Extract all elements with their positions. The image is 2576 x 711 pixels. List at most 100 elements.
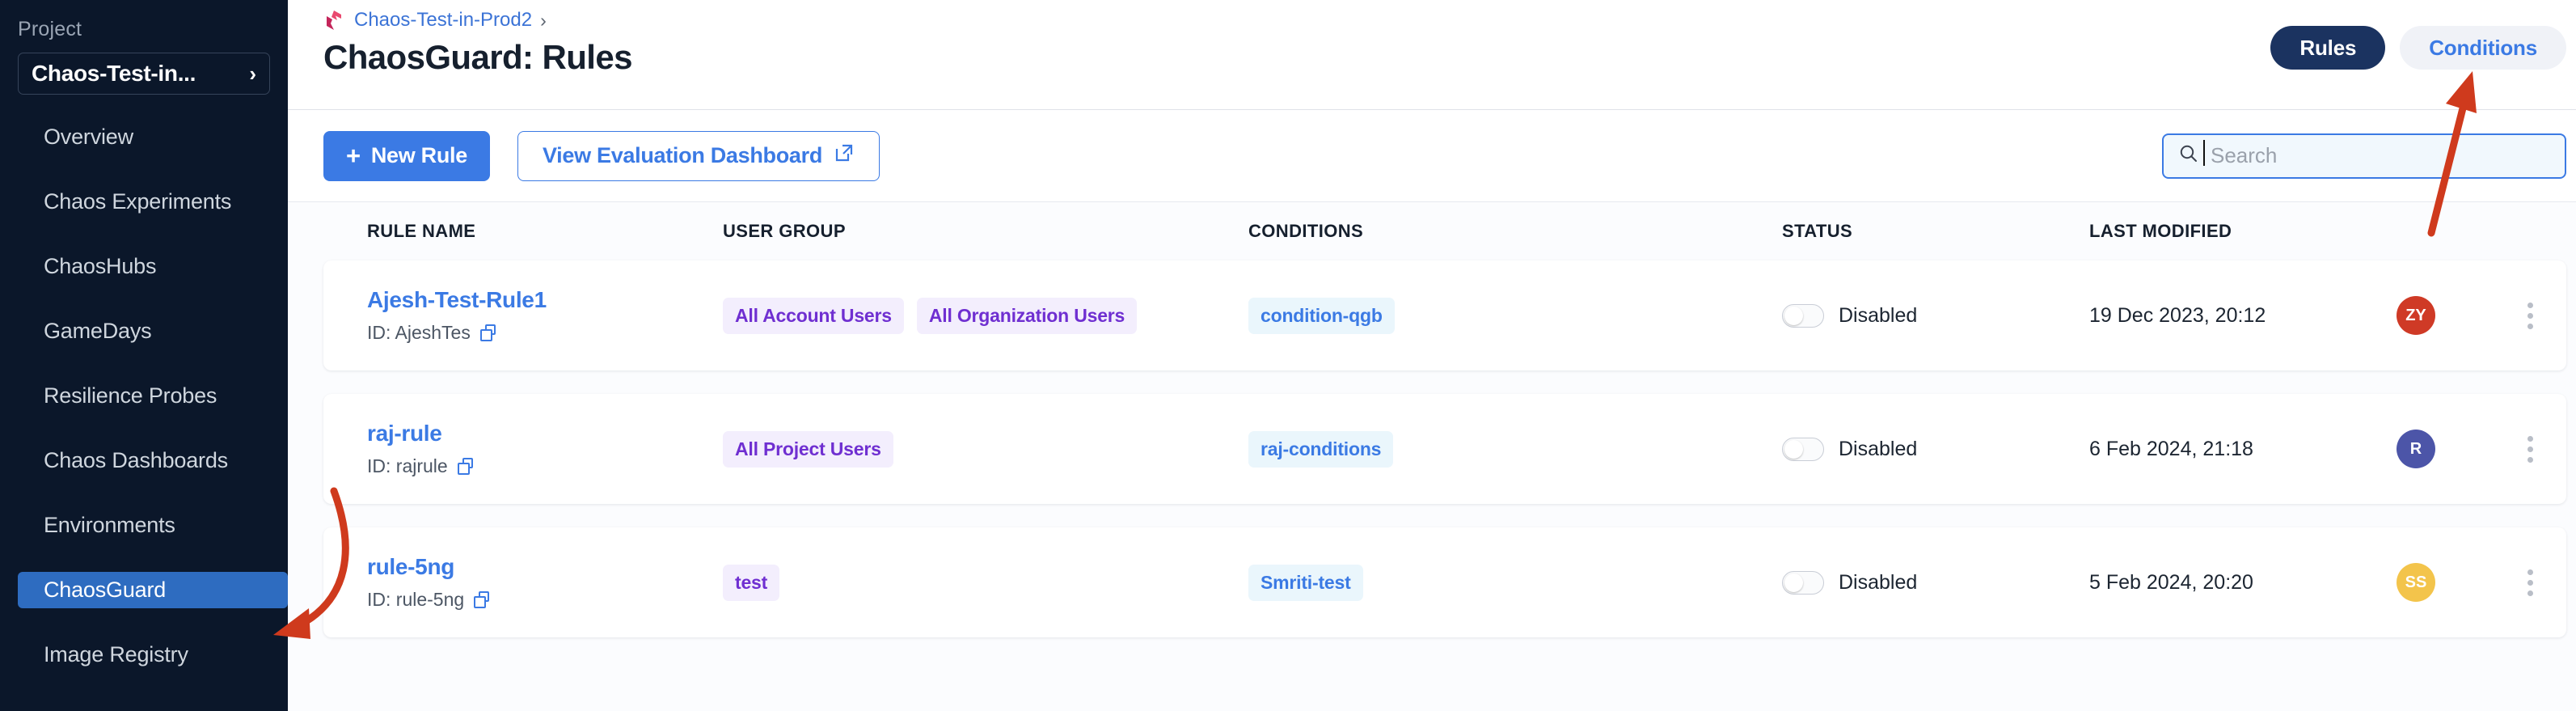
- cell-conditions: condition-qgb: [1248, 297, 1782, 334]
- user-group-tag[interactable]: All Account Users: [723, 297, 904, 334]
- column-header-status: STATUS: [1782, 221, 1853, 241]
- avatar[interactable]: R: [2397, 430, 2435, 468]
- search-input[interactable]: Search: [2162, 133, 2566, 179]
- user-group-tags: test: [723, 564, 1248, 601]
- sidebar-item-label: ChaosHubs: [44, 254, 157, 278]
- rule-id: ID: AjeshTes: [367, 322, 471, 343]
- new-rule-label: New Rule: [370, 143, 467, 167]
- breadcrumb-separator-icon: ›: [540, 9, 547, 31]
- status-toggle[interactable]: [1782, 437, 1824, 461]
- rule-id-line: ID: AjeshTes: [367, 322, 723, 344]
- sidebar-item-overview[interactable]: Overview: [0, 119, 288, 155]
- table-header-row: RULE NAME USER GROUP CONDITIONS STATUS L…: [323, 202, 2566, 260]
- cell-conditions: Smriti-test: [1248, 564, 1782, 601]
- sidebar-item-chaos-experiments[interactable]: Chaos Experiments: [0, 184, 288, 220]
- sidebar-nav: Overview Chaos Experiments ChaosHubs Gam…: [0, 119, 288, 673]
- table-row[interactable]: Ajesh-Test-Rule1 ID: AjeshTes All Accoun…: [323, 260, 2566, 370]
- kebab-menu-icon: [2494, 569, 2566, 596]
- search-placeholder: Search: [2202, 140, 2278, 167]
- rule-name-link[interactable]: rule-5ng: [367, 554, 455, 579]
- rule-name-link[interactable]: Ajesh-Test-Rule1: [367, 287, 547, 312]
- condition-tags: condition-qgb: [1248, 297, 1782, 334]
- cell-avatar: ZY: [2397, 296, 2494, 335]
- breadcrumb-link[interactable]: Chaos-Test-in-Prod2: [354, 9, 533, 31]
- external-link-icon: [834, 142, 855, 169]
- cell-rule-name: rule-5ng ID: rule-5ng: [367, 554, 723, 611]
- avatar[interactable]: ZY: [2397, 296, 2435, 335]
- column-header-conditions: CONDITIONS: [1248, 221, 1364, 241]
- user-group-tag[interactable]: All Project Users: [723, 430, 893, 468]
- status-label: Disabled: [1839, 437, 1918, 460]
- condition-tag[interactable]: condition-qgb: [1248, 297, 1395, 334]
- rule-id: ID: rule-5ng: [367, 589, 465, 610]
- search-icon: [2178, 143, 2199, 168]
- column-header-user-group: USER GROUP: [723, 221, 846, 241]
- sidebar-item-resilience-probes[interactable]: Resilience Probes: [0, 378, 288, 414]
- rule-id-line: ID: rule-5ng: [367, 589, 723, 611]
- cell-user-group: All Project Users: [723, 430, 1248, 468]
- row-menu-button[interactable]: [2494, 569, 2566, 596]
- status-toggle[interactable]: [1782, 303, 1824, 328]
- tab-rules[interactable]: Rules: [2270, 26, 2386, 70]
- sidebar-item-gamedays[interactable]: GameDays: [0, 313, 288, 349]
- sidebar-item-label: Overview: [44, 125, 133, 149]
- toolbar: + New Rule View Evaluation Dashboard: [288, 110, 2576, 202]
- status-label: Disabled: [1839, 303, 1918, 327]
- tab-conditions[interactable]: Conditions: [2400, 26, 2566, 70]
- cell-last-modified: 6 Feb 2024, 21:18: [2089, 438, 2397, 461]
- user-group-tags: All Project Users: [723, 430, 1248, 468]
- status-label: Disabled: [1839, 570, 1918, 594]
- rules-table: RULE NAME USER GROUP CONDITIONS STATUS L…: [288, 202, 2576, 637]
- row-menu-button[interactable]: [2494, 302, 2566, 329]
- row-menu-button[interactable]: [2494, 435, 2566, 463]
- cell-last-modified: 5 Feb 2024, 20:20: [2089, 571, 2397, 595]
- condition-tag[interactable]: Smriti-test: [1248, 564, 1363, 601]
- sidebar-item-label: Chaos Experiments: [44, 189, 232, 214]
- user-group-tag[interactable]: test: [723, 564, 780, 601]
- condition-tags: raj-conditions: [1248, 430, 1782, 468]
- sidebar-item-label: GameDays: [44, 319, 152, 343]
- harness-logo-icon: [323, 10, 344, 31]
- column-header-last-modified: LAST MODIFIED: [2089, 221, 2232, 241]
- sidebar: Project Chaos-Test-in... › Overview Chao…: [0, 0, 288, 711]
- cell-avatar: R: [2397, 430, 2494, 468]
- plus-icon: +: [346, 142, 361, 170]
- page-header: Chaos-Test-in-Prod2 › ChaosGuard: Rules …: [288, 0, 2576, 110]
- project-label: Project: [18, 18, 82, 40]
- toggle-knob: [1784, 306, 1803, 325]
- cell-rule-name: raj-rule ID: rajrule: [367, 421, 723, 477]
- view-evaluation-dashboard-button[interactable]: View Evaluation Dashboard: [517, 130, 880, 181]
- new-rule-button[interactable]: + New Rule: [323, 130, 490, 181]
- table-row[interactable]: rule-5ng ID: rule-5ng test Smriti-test: [323, 527, 2566, 637]
- sidebar-item-chaos-dashboards[interactable]: Chaos Dashboards: [0, 442, 288, 479]
- status-toggle[interactable]: [1782, 570, 1824, 595]
- rule-id: ID: rajrule: [367, 455, 448, 476]
- cell-rule-name: Ajesh-Test-Rule1 ID: AjeshTes: [367, 287, 723, 344]
- user-group-tag[interactable]: All Organization Users: [916, 297, 1138, 334]
- toggle-knob: [1784, 573, 1803, 592]
- condition-tags: Smriti-test: [1248, 564, 1782, 601]
- avatar[interactable]: SS: [2397, 563, 2435, 602]
- table-row[interactable]: raj-rule ID: rajrule All Project Users r…: [323, 394, 2566, 504]
- cell-avatar: SS: [2397, 563, 2494, 602]
- user-group-tags: All Account Users All Organization Users: [723, 297, 1248, 334]
- sidebar-item-label: Image Registry: [44, 642, 188, 667]
- sidebar-item-environments[interactable]: Environments: [0, 507, 288, 544]
- kebab-menu-icon: [2494, 435, 2566, 463]
- cell-status: Disabled: [1782, 570, 2089, 595]
- cell-status: Disabled: [1782, 303, 2089, 328]
- condition-tag[interactable]: raj-conditions: [1248, 430, 1394, 468]
- sidebar-item-image-registry[interactable]: Image Registry: [0, 637, 288, 673]
- rule-name-link[interactable]: raj-rule: [367, 421, 442, 446]
- sidebar-item-label: Chaos Dashboards: [44, 448, 228, 472]
- sidebar-item-chaoshubs[interactable]: ChaosHubs: [0, 248, 288, 285]
- cell-last-modified: 19 Dec 2023, 20:12: [2089, 304, 2397, 328]
- sidebar-item-chaosguard[interactable]: ChaosGuard: [18, 572, 288, 608]
- sidebar-item-label: Environments: [44, 513, 175, 537]
- cell-status: Disabled: [1782, 437, 2089, 461]
- copy-icon[interactable]: [474, 591, 491, 608]
- project-selector[interactable]: Chaos-Test-in... ›: [18, 53, 270, 95]
- copy-icon[interactable]: [457, 458, 475, 475]
- sidebar-item-label: ChaosGuard: [44, 578, 167, 602]
- copy-icon[interactable]: [479, 324, 497, 341]
